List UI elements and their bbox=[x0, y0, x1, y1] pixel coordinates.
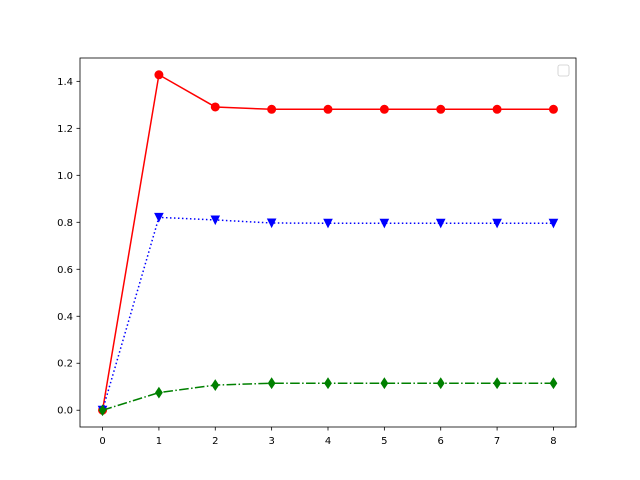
x-tick-label: 7 bbox=[494, 436, 500, 447]
marker bbox=[267, 377, 276, 390]
marker bbox=[323, 104, 333, 114]
x-tick-label: 6 bbox=[438, 436, 444, 447]
marker bbox=[155, 386, 163, 399]
y-tick-label: 0.6 bbox=[57, 265, 73, 276]
marker bbox=[436, 377, 445, 390]
marker bbox=[549, 377, 558, 390]
plot-frame bbox=[79, 57, 577, 428]
y-tick-label: 0.2 bbox=[57, 359, 73, 370]
marker bbox=[379, 218, 390, 229]
y-tick-label: 0.0 bbox=[57, 406, 73, 417]
marker bbox=[435, 218, 446, 229]
marker bbox=[211, 379, 220, 391]
marker bbox=[324, 377, 332, 390]
marker bbox=[548, 104, 558, 114]
marker bbox=[154, 212, 164, 223]
marker bbox=[548, 218, 559, 229]
marker bbox=[436, 104, 446, 114]
marker bbox=[267, 104, 277, 114]
y-tick-label: 1.4 bbox=[57, 77, 73, 88]
marker bbox=[380, 377, 389, 390]
y-tick-label: 1.0 bbox=[57, 171, 73, 182]
marker bbox=[492, 218, 502, 229]
y-tick-label: 1.2 bbox=[57, 124, 73, 135]
x-tick-label: 2 bbox=[212, 436, 218, 447]
marker bbox=[154, 70, 164, 80]
y-tick-label: 0.4 bbox=[57, 312, 73, 323]
x-tick-label: 5 bbox=[381, 436, 387, 447]
marker bbox=[210, 215, 221, 226]
x-tick-label: 8 bbox=[550, 436, 556, 447]
x-tick-label: 1 bbox=[156, 436, 162, 447]
y-tick-label: 0.8 bbox=[57, 218, 73, 229]
x-tick-label: 0 bbox=[99, 436, 105, 447]
marker bbox=[379, 104, 389, 114]
x-tick-label: 3 bbox=[268, 436, 274, 447]
legend-box bbox=[557, 64, 570, 77]
marker bbox=[210, 102, 220, 112]
marker bbox=[266, 218, 277, 229]
marker bbox=[98, 404, 107, 417]
x-tick-label: 4 bbox=[325, 436, 331, 447]
marker bbox=[323, 218, 333, 229]
series-line bbox=[101, 216, 554, 411]
marker bbox=[493, 377, 501, 390]
marker bbox=[492, 104, 502, 114]
